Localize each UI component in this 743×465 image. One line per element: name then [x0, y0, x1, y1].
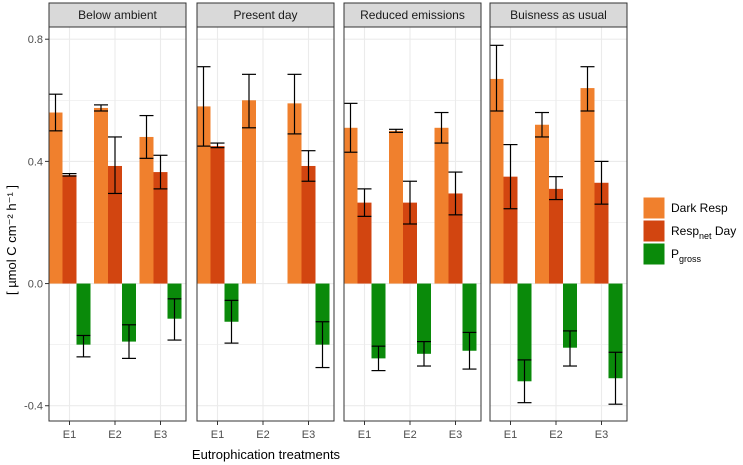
- bar-resp_net: [62, 175, 77, 284]
- bar-dark_resp: [580, 88, 595, 284]
- bar-resp_net: [357, 202, 372, 284]
- facet-strip: [343, 2, 482, 28]
- legend-label-suffix: Day: [712, 224, 737, 238]
- legend-label-dark_resp: Dark Resp: [671, 201, 728, 215]
- bar-p_gross: [608, 283, 623, 379]
- bar-dark_resp: [94, 107, 108, 284]
- x-tick-label: E1: [358, 429, 371, 441]
- x-tick-label: E3: [302, 429, 315, 441]
- facet-strip: [196, 2, 335, 28]
- legend-label-subscript: gross: [679, 254, 702, 264]
- panel-2: Present day E1 E2 E3: [196, 2, 335, 441]
- legend-label-resp_net: Respnet Day: [671, 224, 736, 241]
- bar-resp_net: [108, 165, 122, 284]
- bar-p_gross: [315, 283, 330, 345]
- x-tick-label: E3: [449, 429, 462, 441]
- bar-resp_net: [549, 188, 563, 284]
- bar-dark_resp: [434, 127, 449, 284]
- bar-resp_net: [301, 165, 316, 284]
- bar-p_gross: [371, 283, 386, 359]
- x-tick-label: E1: [211, 429, 224, 441]
- panel-1: Below ambient E1 E2 E3: [48, 2, 187, 441]
- legend-key-p_gross: [642, 242, 666, 266]
- panel-3: Reduced emissions E1 E2 E3: [343, 2, 482, 441]
- bar-dark_resp: [389, 130, 403, 284]
- y-tick-label: 0.4: [28, 156, 43, 168]
- bar-dark_resp: [343, 127, 358, 284]
- x-tick-label: E2: [256, 429, 269, 441]
- y-axis-title: [ µmol C cm⁻² h⁻¹ ]: [4, 185, 19, 295]
- facet-title: Reduced emissions: [360, 8, 465, 22]
- x-tick-label: E3: [154, 429, 167, 441]
- bar-dark_resp: [535, 124, 549, 284]
- x-tick-label: E1: [504, 429, 517, 441]
- panel-4: Buisness as usual E1 E2 E3: [489, 2, 628, 441]
- bar-resp_net: [153, 172, 168, 284]
- legend-label-main: P: [671, 247, 679, 261]
- y-tick-label: 0.0: [28, 279, 43, 291]
- legend: Dark Resp Respnet Day Pgross: [642, 196, 736, 266]
- bar-resp_net: [403, 202, 417, 284]
- bar-resp_net: [448, 193, 463, 284]
- facet-strip: [48, 2, 187, 28]
- x-tick-label: E1: [63, 429, 76, 441]
- legend-key-dark_resp: [642, 196, 666, 220]
- bar-p_gross: [517, 283, 532, 382]
- facet-title: Below ambient: [78, 8, 157, 22]
- bar-dark_resp: [48, 112, 63, 284]
- x-tick-label: E2: [549, 429, 562, 441]
- bar-dark_resp: [242, 100, 256, 284]
- x-tick-label: E2: [403, 429, 416, 441]
- facet-strip: [489, 2, 628, 28]
- y-tick-label: -0.4: [24, 401, 43, 413]
- legend-label-main: Resp: [671, 224, 699, 238]
- bar-resp_net: [503, 176, 518, 284]
- bar-dark_resp: [139, 136, 154, 284]
- facet-title: Buisness as usual: [510, 8, 607, 22]
- facet-title: Present day: [233, 8, 297, 22]
- bar-p_gross: [417, 283, 431, 354]
- bar-dark_resp: [489, 78, 504, 284]
- legend-key-resp_net: [642, 219, 666, 243]
- bar-p_gross: [563, 283, 577, 348]
- y-axis: -0.4 0.0 0.4 0.8: [24, 34, 49, 413]
- bar-p_gross: [462, 283, 477, 351]
- legend-label-main: Dark Resp: [671, 201, 728, 215]
- x-tick-label: E3: [595, 429, 608, 441]
- y-tick-label: 0.8: [28, 34, 43, 46]
- x-axis-title: Eutrophication treatments: [192, 447, 341, 462]
- bar-resp_net: [210, 146, 225, 284]
- x-tick-label: E2: [108, 429, 121, 441]
- bar-dark_resp: [196, 106, 211, 284]
- legend-label-p_gross: Pgross: [671, 247, 702, 264]
- bar-p_gross: [122, 283, 136, 342]
- bar-dark_resp: [287, 103, 302, 284]
- legend-label-subscript: net: [699, 231, 712, 241]
- bar-p_gross: [76, 283, 91, 345]
- bar-resp_net: [594, 182, 609, 284]
